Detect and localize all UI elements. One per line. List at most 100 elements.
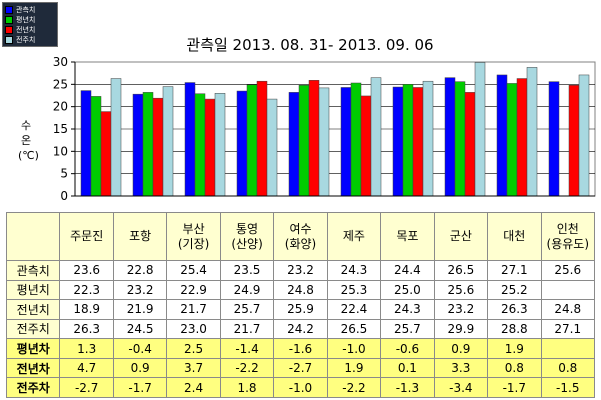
bar	[464, 92, 476, 197]
table-cell: 23.2	[112, 279, 168, 301]
table-cell: 1.9	[326, 357, 382, 379]
table-cell: 0.8	[487, 357, 542, 379]
table-cell: -0.6	[380, 338, 435, 359]
table-cell: 24.9	[219, 279, 275, 301]
bar	[548, 81, 560, 197]
bar	[370, 77, 382, 197]
table-cell: 0.1	[380, 357, 435, 379]
column-header-line: 군산	[449, 229, 472, 243]
bar	[266, 98, 278, 197]
table-cell: 1.9	[487, 338, 542, 359]
table-cell: -1.4	[219, 338, 275, 359]
row-label: 전년치	[5, 299, 61, 320]
bar	[204, 98, 216, 197]
legend-item: 전년치	[5, 25, 55, 35]
table-cell: 26.3	[487, 299, 542, 320]
legend-label: 전년치	[16, 26, 36, 34]
legend-item: 전주치	[5, 35, 55, 45]
table-row: 전주차 -2.7 -1.7 2.4 1.8 -1.0 -2.2 -1.3 -3.4 -1.7 -1.…	[5, 377, 596, 398]
table-cell	[540, 338, 596, 359]
bar	[578, 74, 590, 197]
legend-label: 전주치	[16, 36, 36, 44]
column-header-line: (산양)	[231, 236, 263, 251]
bar	[184, 82, 196, 197]
bar	[90, 96, 102, 197]
table-cell: 24.8	[540, 299, 596, 320]
table-cell: 0.8	[540, 357, 596, 379]
table-cell: -2.2	[326, 377, 382, 398]
legend-item: 관측치	[5, 5, 55, 15]
table-row: 평년차 1.3 -0.4 2.5 -1.4 -1.6 -1.0 -0.6 0.9 1.9	[5, 338, 596, 359]
table-cell: -0.4	[112, 338, 168, 359]
bar	[454, 81, 466, 197]
y-axis-label-line: 온	[20, 134, 32, 147]
bar	[214, 93, 226, 197]
bar	[350, 82, 362, 197]
column-header-line: 목포	[396, 229, 419, 243]
legend-swatch	[5, 26, 13, 34]
column-header-line: 부산	[182, 221, 205, 236]
table-cell: -1.7	[112, 377, 168, 398]
table-cell: -1.3	[380, 377, 435, 398]
table-cell: -1.0	[273, 377, 328, 398]
row-label: 전년차	[5, 357, 61, 379]
table-cell: 28.8	[487, 318, 542, 340]
column-header: 목포	[380, 212, 435, 261]
table-cell: 1.8	[219, 377, 275, 398]
bar	[568, 84, 580, 197]
table-cell: -2.7	[59, 377, 114, 398]
table-cell: 3.3	[433, 357, 489, 379]
row-label: 전주치	[5, 318, 61, 340]
bar	[142, 92, 154, 197]
table-cell: 25.7	[219, 299, 275, 320]
column-header-line: 제주	[342, 229, 365, 243]
legend-label: 평년치	[16, 16, 36, 24]
bar	[298, 84, 310, 197]
table-cell: -1.6	[273, 338, 328, 359]
table-cell: -2.7	[273, 357, 328, 379]
table-cell: 25.4	[166, 260, 221, 281]
data-table-container: 주문진 포항 부산 (기장) 통영 (산양) 여수 (화양) 제주 목포 군산 대천 인천 (용유도) 관…	[5, 212, 596, 398]
legend-swatch	[5, 36, 13, 44]
bar	[392, 86, 404, 197]
table-header: 주문진 포항 부산 (기장) 통영 (산양) 여수 (화양) 제주 목포 군산 대천 인천 (용유도)	[5, 212, 596, 261]
column-header-line: (화양)	[284, 236, 317, 251]
table-header-row: 주문진 포항 부산 (기장) 통영 (산양) 여수 (화양) 제주 목포 군산 대천 인천 (용유도)	[5, 212, 596, 261]
table-cell: 21.9	[112, 299, 168, 320]
bar	[162, 86, 174, 197]
y-tick-label: 25	[53, 77, 68, 91]
y-tick-label: 0	[60, 189, 68, 203]
y-axis-label-line: (℃)	[18, 149, 39, 162]
table-cell: -1.7	[487, 377, 542, 398]
bar	[506, 83, 518, 197]
y-axis-label: 수 온 (℃)	[18, 118, 39, 163]
column-header: 통영 (산양)	[219, 212, 275, 261]
row-label: 평년치	[5, 279, 61, 301]
table-cell: 24.8	[273, 279, 328, 301]
table-cell: 21.7	[166, 299, 221, 320]
bar	[110, 78, 122, 197]
row-label: 전주차	[5, 377, 61, 398]
table-corner-cell	[5, 212, 61, 261]
table-cell: 27.1	[487, 260, 542, 281]
table-cell: 26.5	[433, 260, 489, 281]
column-header: 군산	[433, 212, 489, 261]
table-cell: 23.5	[219, 260, 275, 281]
table-cell: 21.7	[219, 318, 275, 340]
bar	[422, 80, 434, 197]
table-cell: 2.4	[166, 377, 221, 398]
table-row: 관측치 23.6 22.8 25.4 23.5 23.2 24.3 24.4 26.5 27.1 2…	[5, 260, 596, 281]
bar	[194, 93, 206, 197]
table-cell: 26.5	[326, 318, 382, 340]
column-header-line: (용유도)	[546, 236, 589, 251]
table-cell: 25.2	[487, 279, 542, 301]
bar	[256, 80, 268, 197]
column-header-line: 주문진	[70, 229, 104, 243]
bar	[318, 87, 330, 197]
bar	[152, 97, 164, 197]
column-header: 인천 (용유도)	[540, 212, 596, 261]
legend-swatch	[5, 6, 13, 14]
table-cell: 0.9	[112, 357, 168, 379]
bar	[308, 80, 320, 197]
